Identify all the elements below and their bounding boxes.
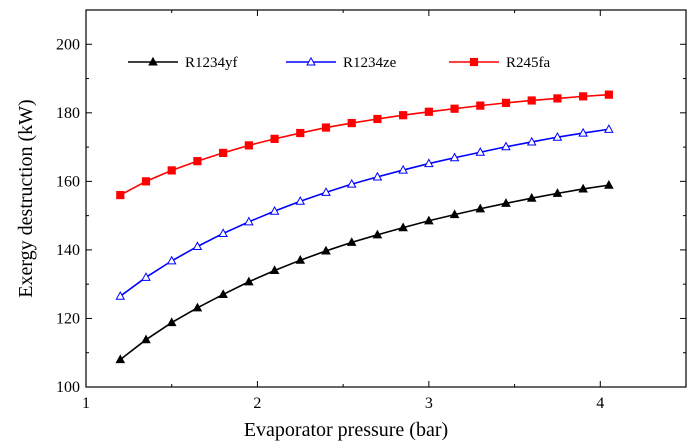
y-tick-label: 140 [56,242,80,259]
data-point [372,171,383,181]
series-line [119,184,609,361]
data-point [424,158,434,168]
data-point [244,216,254,226]
data-point [141,177,151,186]
data-point [244,141,253,150]
data-point [116,190,125,200]
data-point [398,222,408,232]
legend-marker [469,57,479,67]
data-point [244,276,254,286]
data-point [553,94,562,103]
legend-entry-r245fa: R245fa [449,55,551,71]
x-axis-title: Evaporator pressure (bar) [244,419,448,441]
series-line [119,128,609,297]
data-point [578,127,588,137]
series-r1234yf [115,179,614,364]
x-tick-label: 1 [82,395,90,412]
data-point [579,92,588,101]
data-point [296,128,305,138]
legend-label: R245fa [506,55,551,71]
data-point [372,229,383,239]
x-tick-label: 4 [596,395,604,412]
data-point [295,196,306,205]
data-point [269,265,280,275]
legend: R1234yf R1234ze R245fa [128,55,551,71]
axis-ticks: 1 2 3 4 100 120 140 160 180 200 [56,10,686,412]
y-tick-label: 200 [56,36,80,53]
series-layer [115,90,614,364]
series-r1234ze [115,124,614,300]
data-point [552,188,563,197]
data-point [501,98,511,107]
plot-frame [85,9,687,388]
legend-marker [148,56,158,66]
data-point [501,141,511,151]
data-point [424,107,433,116]
data-point [475,203,486,213]
y-tick-label: 100 [56,379,80,396]
legend-entry-r1234ze: R1234ze [286,55,397,71]
data-point [449,209,460,219]
data-point [218,289,228,299]
data-point [373,114,382,124]
data-point [399,111,408,120]
data-point [578,183,588,193]
data-point [604,179,614,189]
data-point [346,237,357,246]
y-tick-label: 120 [56,310,80,327]
plot-area: 1 2 3 4 100 120 140 160 180 200 [56,9,687,412]
data-point [166,255,177,265]
y-tick-label: 180 [56,105,80,122]
data-point [321,123,331,132]
data-point [295,255,306,264]
data-point [193,157,202,166]
data-point [141,334,151,344]
data-point [476,101,485,110]
data-point [501,198,511,207]
legend-marker [306,56,316,66]
data-point [398,164,408,174]
y-axis-title: Exergy destruction (kW) [15,99,37,297]
data-point [346,178,357,188]
data-point [218,228,228,238]
data-point [475,147,486,156]
data-point [604,90,613,99]
data-point [115,290,126,300]
x-tick-label: 3 [425,395,433,412]
y-tick-label: 160 [56,173,80,190]
data-point [219,148,228,158]
x-tick-label: 2 [253,395,261,412]
data-point [115,354,126,364]
data-point [269,206,280,215]
data-point [552,131,563,141]
data-point [192,241,203,251]
data-point [270,134,279,143]
data-point [527,96,536,105]
series-line [119,93,609,196]
data-point [321,245,331,255]
data-point [321,187,331,196]
legend-label: R1234ze [343,55,397,71]
legend-label: R1234yf [185,55,238,71]
data-point [167,166,176,175]
data-point [141,272,151,281]
data-point [424,215,434,225]
data-point [166,317,177,327]
data-point [450,104,459,113]
data-point [526,192,537,202]
data-point [449,152,460,162]
data-point [604,124,614,133]
data-point [526,136,537,146]
series-r245fa [116,90,613,200]
data-point [347,119,356,128]
legend-entry-r1234yf: R1234yf [128,55,238,71]
data-point [192,302,203,312]
